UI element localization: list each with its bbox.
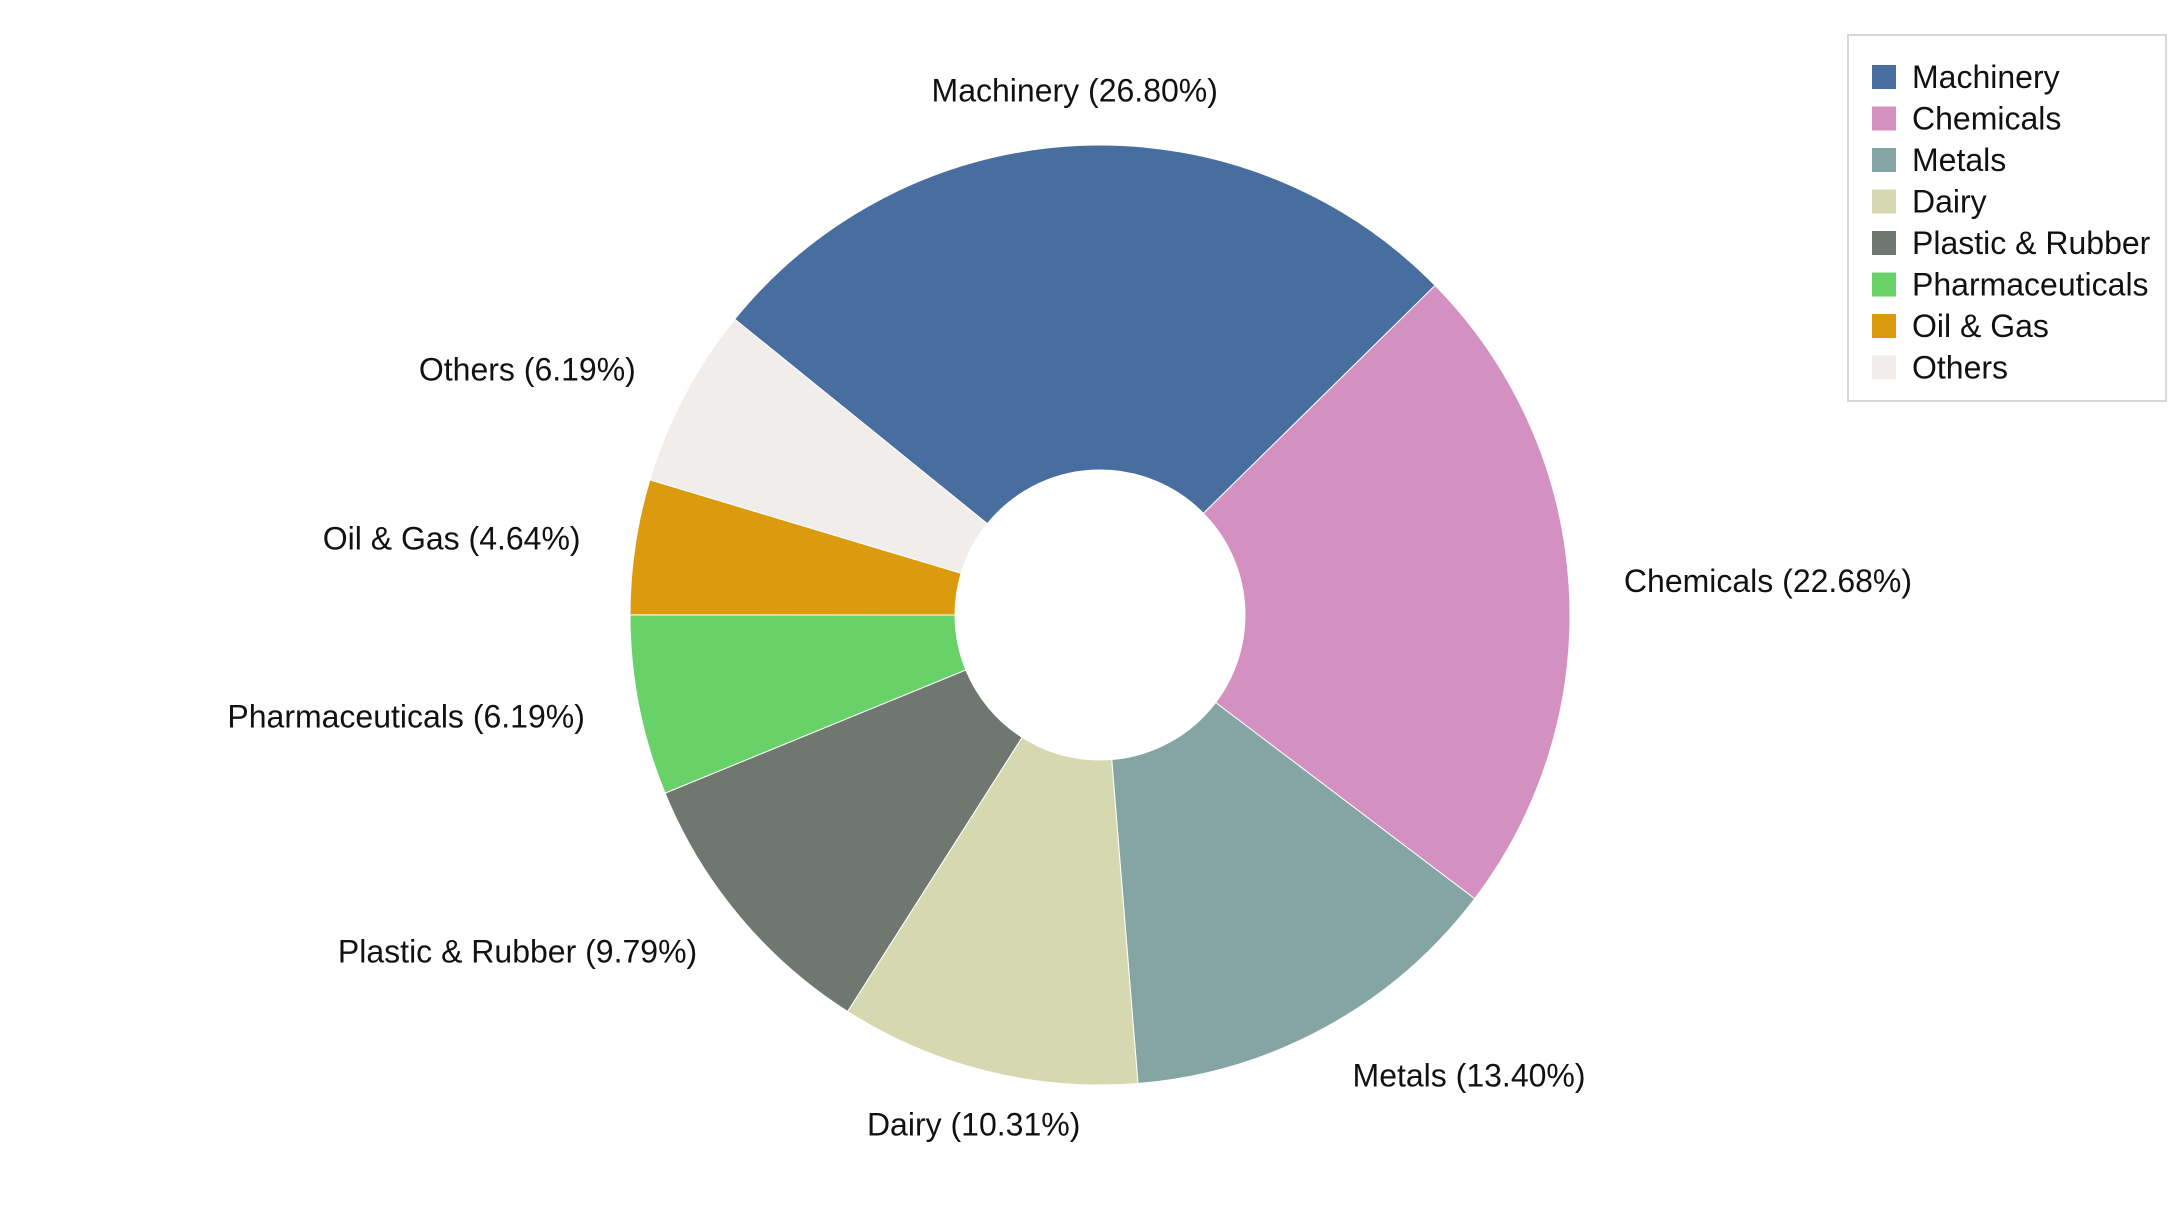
slice-machinery[interactable] xyxy=(734,144,1436,525)
slice-label-pharmaceuticals: Pharmaceuticals (6.19%) xyxy=(227,698,584,734)
legend-label-plastic-rubber[interactable]: Plastic & Rubber xyxy=(1912,225,2151,261)
slice-label-plastic-rubber: Plastic & Rubber (9.79%) xyxy=(338,934,697,970)
legend-swatch-oil-gas xyxy=(1872,314,1896,338)
legend-swatch-dairy xyxy=(1872,189,1896,214)
slice-label-dairy: Dairy (10.31%) xyxy=(867,1107,1080,1143)
slice-others[interactable] xyxy=(649,318,989,574)
legend-swatch-plastic-rubber xyxy=(1872,231,1896,255)
slice-dairy[interactable] xyxy=(846,736,1139,1086)
legend-box xyxy=(1847,34,2167,402)
slice-label-chemicals: Chemicals (22.68%) xyxy=(1624,563,1912,599)
legend-swatch-pharmaceuticals xyxy=(1872,272,1896,297)
legend-swatch-others xyxy=(1872,355,1896,380)
legend-label-pharmaceuticals[interactable]: Pharmaceuticals xyxy=(1912,267,2149,303)
slice-label-others: Others (6.19%) xyxy=(419,352,636,388)
slice-label-metals: Metals (13.40%) xyxy=(1353,1057,1586,1093)
legend-label-oil-gas[interactable]: Oil & Gas xyxy=(1912,308,2049,344)
legend-swatch-chemicals xyxy=(1872,106,1896,131)
slice-metals[interactable] xyxy=(1111,701,1476,1084)
legend-label-others[interactable]: Others xyxy=(1912,350,2008,386)
legend-label-metals[interactable]: Metals xyxy=(1912,142,2006,178)
legend-label-machinery[interactable]: Machinery xyxy=(1912,59,2060,95)
slice-label-machinery: Machinery (26.80%) xyxy=(932,73,1218,109)
slice-pharmaceuticals[interactable] xyxy=(629,614,967,794)
legend-swatch-metals xyxy=(1872,148,1896,172)
slice-label-oil-gas: Oil & Gas (4.64%) xyxy=(323,521,581,557)
legend-swatch-machinery xyxy=(1872,65,1896,89)
legend-label-dairy[interactable]: Dairy xyxy=(1912,184,1987,220)
legend-label-chemicals[interactable]: Chemicals xyxy=(1912,101,2061,137)
slice-chemicals[interactable] xyxy=(1202,284,1571,900)
slice-plastic-rubber[interactable] xyxy=(664,669,1023,1013)
legend: Machinery Chemicals Metals Dairy Plastic & R… xyxy=(1847,34,2167,402)
